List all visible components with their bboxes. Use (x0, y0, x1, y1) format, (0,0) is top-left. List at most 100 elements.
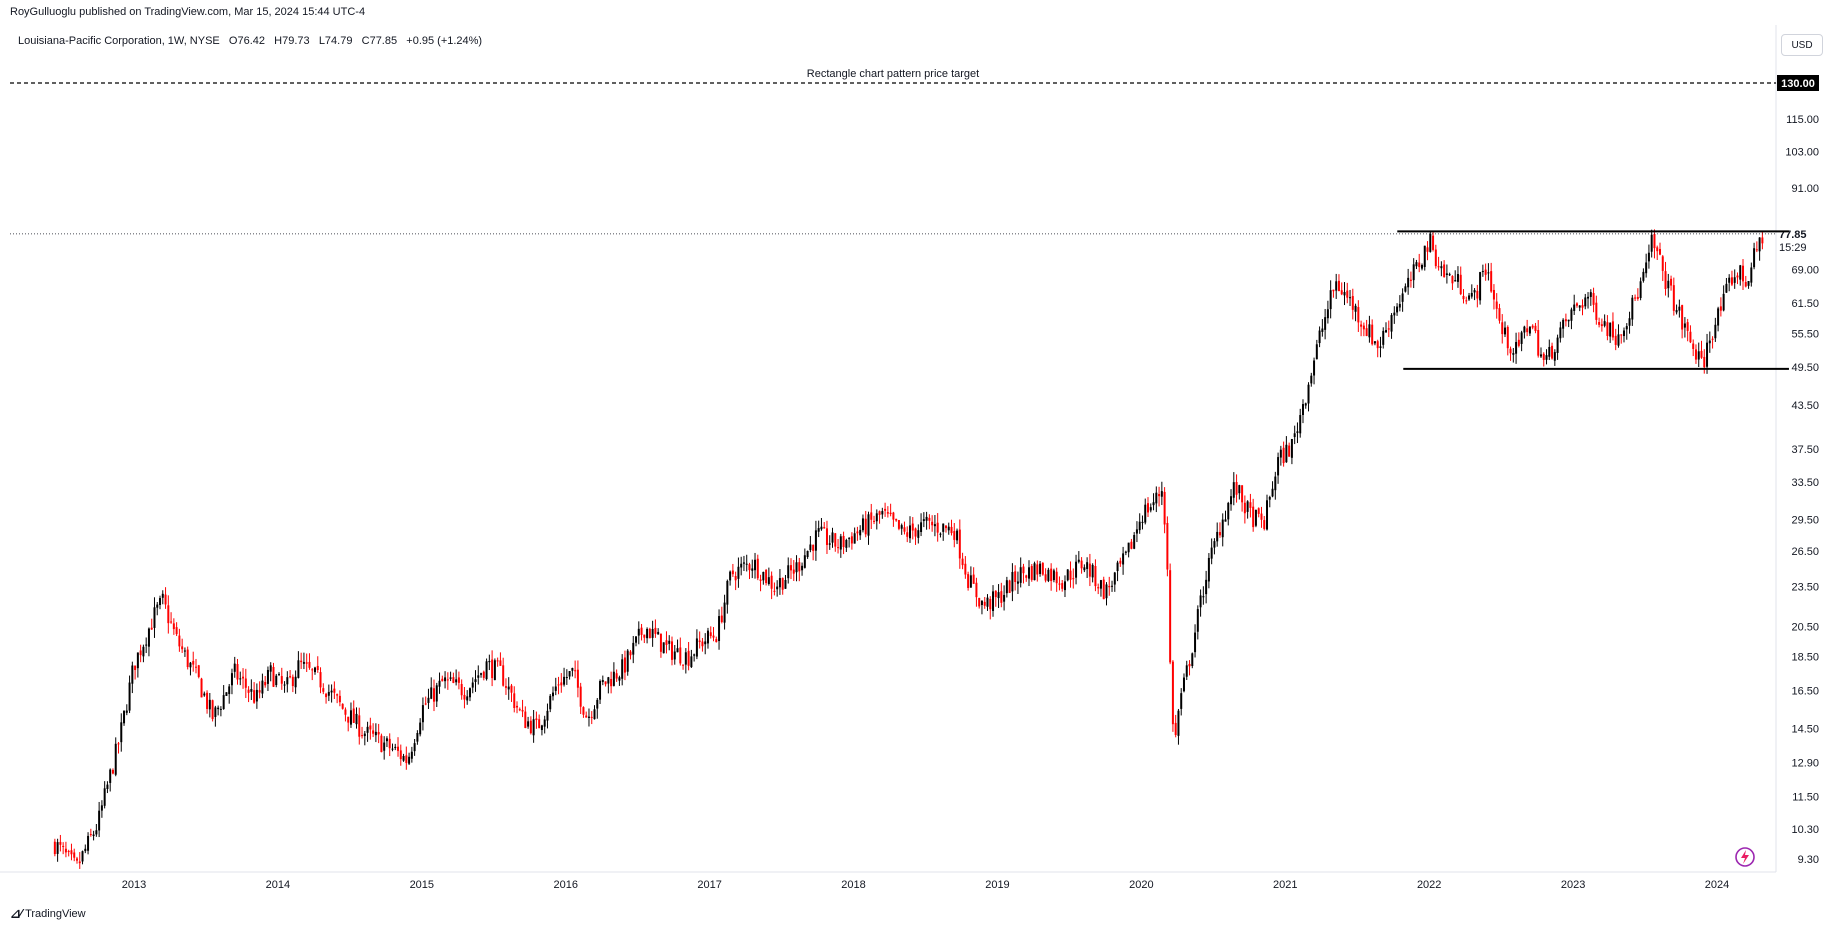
candle-body (56, 842, 59, 854)
candle-body (1620, 334, 1623, 336)
candle-body (1122, 553, 1125, 565)
currency-button[interactable]: USD (1781, 34, 1823, 56)
candle-body (695, 638, 698, 657)
candle-body (684, 652, 687, 665)
candle-body (1412, 264, 1415, 281)
candle-body (1362, 325, 1365, 330)
candle-body (842, 535, 845, 548)
candle-body (308, 661, 311, 668)
candle-body (258, 690, 261, 693)
candles-layer (53, 229, 1764, 869)
candle-body (673, 651, 676, 660)
x-tick-label: 2019 (985, 879, 1009, 891)
candle-body (765, 569, 768, 584)
candle-body (1274, 476, 1277, 491)
candle-body (698, 640, 701, 643)
candle-body (1066, 569, 1069, 581)
x-tick-label: 2020 (1129, 879, 1153, 891)
candle-body (211, 700, 214, 720)
candle-body (294, 676, 297, 688)
candle-body (587, 716, 590, 718)
candle-body (504, 686, 507, 688)
candle-body (1041, 563, 1044, 575)
x-tick-label: 2016 (553, 879, 577, 891)
candle-body (1730, 277, 1733, 285)
candle-body (1216, 531, 1219, 542)
candle-body (297, 660, 300, 678)
candle-body (1473, 290, 1476, 293)
candle-body (875, 513, 878, 522)
lightning-icon[interactable] (1735, 847, 1755, 867)
candle-body (1016, 581, 1019, 584)
candle-body (1398, 303, 1401, 308)
candle-body (1504, 327, 1507, 335)
candle-body (657, 631, 660, 635)
candle-body (1670, 278, 1673, 286)
candle-body (1717, 308, 1720, 326)
candle-body (1628, 318, 1631, 326)
candle-body (712, 635, 715, 638)
candle-body (1551, 345, 1554, 359)
candle-body (1584, 297, 1587, 307)
candle-body (186, 649, 189, 668)
candle-body (181, 646, 184, 650)
candle-body (131, 665, 134, 684)
candle-body (214, 707, 217, 717)
candle-body (646, 628, 649, 639)
x-tick-label: 2015 (410, 879, 434, 891)
candle-body (1750, 267, 1753, 283)
candle-body (78, 861, 81, 864)
candle-body (466, 696, 469, 701)
y-tick-label: 91.00 (1791, 183, 1819, 195)
candle-body (670, 641, 673, 660)
candle-body (870, 512, 873, 520)
candle-body (253, 690, 256, 703)
candle-body (640, 627, 643, 635)
time-axis[interactable]: 2013 2014 2015 2016 2017 2018 2019 2020 2021 2022… (122, 879, 1729, 891)
candle-body (300, 660, 303, 663)
candle-body (441, 678, 444, 682)
y-tick-label: 49.50 (1791, 362, 1819, 374)
candle-body (1495, 301, 1498, 309)
candle-body (1606, 322, 1609, 336)
candle-body (468, 688, 471, 698)
candle-body (837, 547, 840, 549)
candle-body (1432, 235, 1435, 250)
y-tick-label: 37.50 (1791, 444, 1819, 456)
candle-body (1160, 491, 1163, 497)
candle-body (167, 605, 170, 624)
candle-body (1030, 566, 1033, 580)
candle-body (964, 563, 967, 575)
candle-body (590, 716, 593, 718)
candle-body (1462, 295, 1465, 300)
price-axis[interactable]: 115.00 103.00 91.00 69.00 61.50 55.50 49.50 43.… (1785, 114, 1819, 866)
candle-body (709, 632, 712, 637)
candle-body (408, 756, 411, 764)
candle-body (864, 518, 867, 535)
candle-body (416, 732, 419, 742)
candle-body (1147, 503, 1150, 513)
candle-body (920, 522, 923, 533)
candle-body (1578, 305, 1581, 308)
candle-body (62, 845, 65, 847)
candle-body (1202, 596, 1205, 598)
candle-body (1509, 348, 1512, 354)
candle-body (1116, 562, 1119, 572)
candle-body (748, 564, 751, 571)
candle-body (1141, 521, 1144, 523)
candle-body (59, 841, 62, 845)
candle-body (197, 665, 200, 677)
candle-body (1288, 445, 1291, 457)
candle-body (676, 648, 679, 653)
candle-body (1592, 293, 1595, 305)
candle-body (1218, 532, 1221, 536)
candle-body (1113, 572, 1116, 585)
candle-body (856, 531, 859, 534)
candle-body (1498, 308, 1501, 321)
candle-body (720, 615, 723, 623)
candle-body (311, 669, 314, 671)
candle-body (358, 715, 361, 737)
candle-body (1249, 502, 1252, 508)
tradingview-footer[interactable]: ⊿⁄ TradingView (10, 906, 86, 922)
